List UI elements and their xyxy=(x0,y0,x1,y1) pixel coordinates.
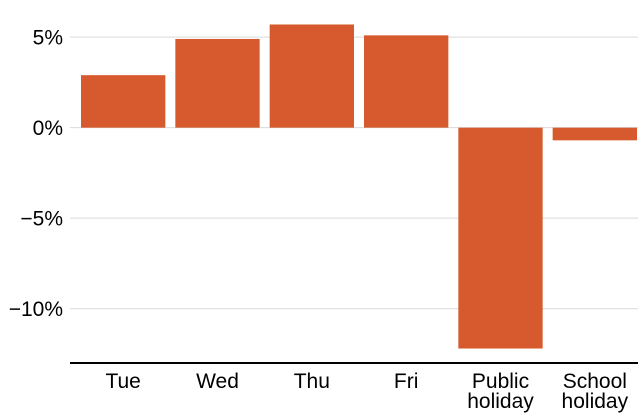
bar-tue xyxy=(81,75,166,128)
x-tick-label-line: Tue xyxy=(105,370,140,393)
bar-school-holiday xyxy=(552,127,637,141)
y-tick-label: 0% xyxy=(33,117,63,140)
bar-thu xyxy=(269,24,354,128)
bars xyxy=(81,24,637,349)
bar-public-holiday xyxy=(458,127,543,349)
x-tick-label: Wed xyxy=(196,370,239,393)
bar-fri xyxy=(364,35,449,128)
x-tick-label-line: holiday xyxy=(562,390,629,413)
y-tick-label: 5% xyxy=(33,27,63,50)
y-tick-label: −10% xyxy=(9,298,63,321)
x-tick-label: Fri xyxy=(394,370,419,393)
x-tick-label-line: School xyxy=(563,370,627,393)
x-tick-label: Tue xyxy=(105,370,140,393)
x-tick-label-line: Public xyxy=(472,370,529,393)
x-tick-label-line: Fri xyxy=(394,370,419,393)
x-tick-label: School holiday xyxy=(562,370,629,413)
x-tick-label-line: Wed xyxy=(196,370,239,393)
y-axis-tick-labels: 5% 0% −5% −10% xyxy=(9,27,63,322)
x-tick-label-line: holiday xyxy=(467,390,534,413)
y-tick-label: −5% xyxy=(20,208,63,231)
x-tick-label: Thu xyxy=(294,370,330,393)
x-tick-label-line: Thu xyxy=(294,370,330,393)
bar-wed xyxy=(175,38,260,128)
x-tick-label: Public holiday xyxy=(467,370,534,413)
